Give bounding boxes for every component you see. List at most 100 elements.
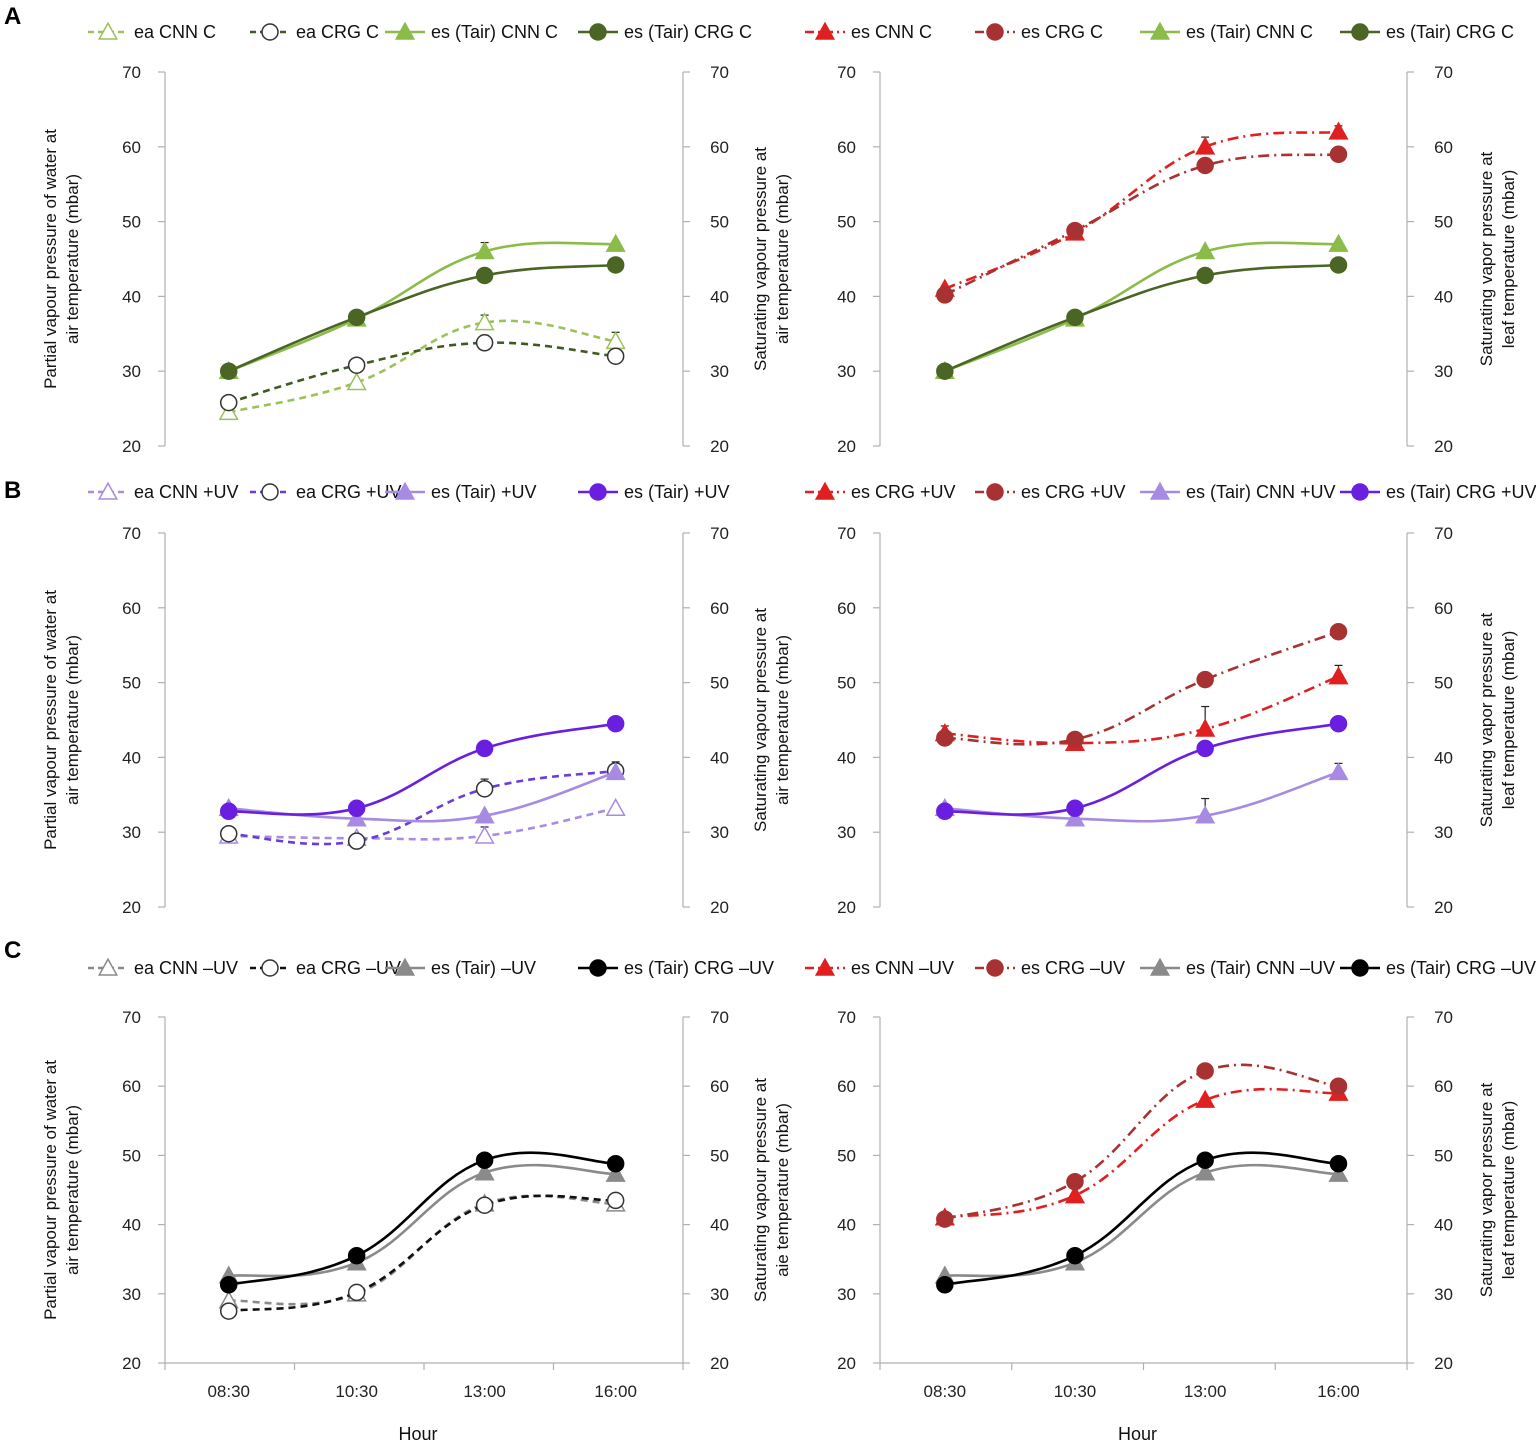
series-es-crg-c: [936, 145, 1348, 304]
legend-entry-ea-crg-uv: ea CRG +UV: [250, 482, 402, 502]
legend-label: ea CRG +UV: [296, 482, 402, 502]
x-tick-label: 10:30: [1054, 1382, 1097, 1401]
legend-marker: [97, 21, 119, 40]
y-tick-label-right: 20: [1434, 898, 1453, 917]
y-tick-label-right: 70: [1434, 63, 1453, 82]
y-tick-label-left: 60: [837, 599, 856, 618]
data-point: [475, 1151, 494, 1169]
data-point: [1195, 241, 1216, 260]
data-point: [1328, 762, 1349, 781]
data-point: [474, 312, 495, 331]
y-tick-label-left: 20: [122, 437, 141, 456]
data-point: [219, 824, 238, 843]
y-tick-label-right: 70: [1434, 524, 1453, 543]
legend-label: es (Tair) CNN C: [1186, 22, 1313, 42]
y-tick-label-left: 30: [122, 823, 141, 842]
data-point: [219, 393, 238, 412]
chart-panel-b-left: 20 20 30 30 40 40 50 50 60 60 70 70 Partial vapour p…: [41, 481, 792, 917]
series-es-tair-crg-uv: [936, 714, 1348, 821]
series-line: [944, 630, 1339, 746]
data-point: [936, 286, 954, 304]
data-point: [347, 832, 366, 850]
series-ea-cnn-uv: [218, 1193, 626, 1309]
y-tick-label-left: 40: [122, 748, 141, 767]
y-tick-label-left: 40: [837, 1216, 856, 1235]
data-point: [1196, 1062, 1214, 1080]
y-tick-label-right: 20: [710, 1354, 729, 1373]
series-es-crg-uv: [934, 664, 1349, 751]
data-point: [606, 1154, 625, 1173]
series-line: [228, 1163, 616, 1278]
data-point: [219, 1302, 238, 1320]
legend-entry-ea-crg-c: ea CRG C: [250, 22, 379, 42]
chart-panel-c-left: 08:30 10:30 13:00 16:00 Hour 20 20 30 30 40 40 50 50…: [41, 957, 792, 1444]
x-axis-title: Hour: [398, 1424, 437, 1444]
legend-marker: [814, 957, 836, 976]
data-point: [1328, 121, 1349, 140]
series-es-tair-cnn-uv: [934, 1162, 1349, 1284]
legend-entry-ea-cnn-uv: ea CNN +UV: [88, 481, 239, 502]
y-tick-label-left: 30: [122, 362, 141, 381]
y-tick-label-right: 30: [1434, 362, 1453, 381]
legend-label: es (Tair) CNN +UV: [1186, 482, 1336, 502]
series-es-crg-uv: [936, 622, 1348, 749]
x-tick-label: 08:30: [207, 1382, 250, 1401]
y-tick-label-right: 50: [710, 1146, 729, 1165]
y-tick-label-left: 70: [837, 63, 856, 82]
data-point: [1064, 808, 1086, 827]
data-point: [936, 1210, 954, 1228]
legend-entry-es-crg-uv: es CRG –UV: [975, 958, 1125, 978]
y-tick-label-right: 70: [710, 63, 729, 82]
legend-entry-ea-crg-uv: ea CRG –UV: [250, 958, 401, 978]
series-line: [944, 1087, 1339, 1219]
y-tick-label-left: 70: [122, 1008, 141, 1027]
data-point: [605, 762, 626, 781]
legend-entry-es-tair-crg-c: es (Tair) CRG C: [1340, 22, 1514, 42]
legend-label: es (Tair) +UV: [624, 482, 730, 502]
data-point: [1064, 1185, 1086, 1204]
data-point: [605, 1163, 626, 1182]
y-tick-label-right: 30: [1434, 1285, 1453, 1304]
y-tick-label-left: 50: [122, 1146, 141, 1165]
y-tick-label-right: 50: [710, 213, 729, 232]
data-point: [936, 1276, 954, 1294]
data-point: [474, 825, 495, 844]
data-point: [475, 1196, 494, 1214]
data-point: [1195, 718, 1216, 737]
y-tick-label-right: 40: [710, 287, 729, 306]
data-point: [1329, 256, 1348, 274]
data-point: [475, 739, 494, 758]
y-axis-title-right: Saturating vapor pressure at leaf tempera…: [1477, 1082, 1518, 1297]
legend-entry-es-tair-crg-c: es (Tair) CRG C: [578, 22, 752, 42]
data-point: [1066, 1172, 1084, 1191]
data-point: [219, 1276, 238, 1294]
y-tick-label-left: 70: [837, 1008, 856, 1027]
data-point: [1195, 805, 1216, 824]
y-tick-label-left: 40: [837, 748, 856, 767]
y-tick-label-right: 30: [710, 362, 729, 381]
data-point: [1329, 1154, 1348, 1173]
data-point: [605, 233, 626, 252]
y-tick-label-right: 60: [710, 138, 729, 157]
legend-entry-es-tair-cnn-uv: es (Tair) CNN +UV: [1140, 481, 1336, 502]
data-point: [347, 356, 366, 374]
y-tick-label-left: 50: [837, 1146, 856, 1165]
y-tick-label-right: 20: [710, 898, 729, 917]
y-tick-label-right: 20: [710, 437, 729, 456]
y-axis-title-left: Partial vapour pressure of water at air t…: [41, 129, 82, 389]
y-tick-label-right: 70: [710, 1008, 729, 1027]
y-axis-title-left: Partial vapour pressure of water at air t…: [41, 1060, 82, 1320]
legend-entry-ea-cnn-uv: ea CNN –UV: [88, 957, 238, 978]
legend-label: es (Tair) CRG +UV: [1386, 482, 1536, 502]
legend-label: es (Tair) +UV: [431, 482, 537, 502]
y-tick-label-left: 60: [837, 138, 856, 157]
series-es-tair-cnn-c: [218, 233, 626, 379]
series-line: [228, 769, 616, 846]
data-point: [1195, 1162, 1216, 1181]
x-tick-label: 16:00: [1317, 1382, 1360, 1401]
data-point: [1196, 739, 1214, 758]
chart-panel-a-right: 20 20 30 30 40 40 50 50 60 60 70 70 Saturating vapor…: [805, 21, 1518, 456]
legend-label: es (Tair) CRG –UV: [1386, 958, 1536, 978]
legend-label: es (Tair) CNN C: [431, 22, 558, 42]
